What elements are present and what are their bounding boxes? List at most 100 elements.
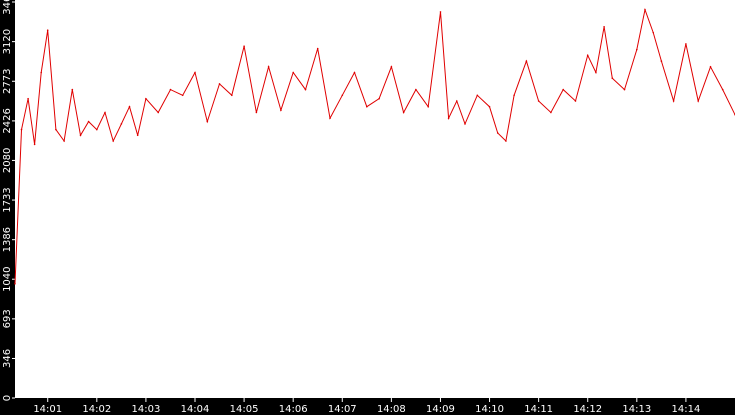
x-tick-label: 14:10 (475, 404, 504, 415)
y-tick-label: 0 (2, 395, 13, 401)
series-line (14, 7, 735, 284)
data-point (206, 120, 209, 123)
x-tick-label: 14:06 (279, 404, 308, 415)
data-point (267, 66, 270, 68)
data-point (145, 97, 147, 100)
data-point (280, 109, 282, 111)
data-point (574, 100, 577, 102)
y-tick-label: 1733 (2, 187, 13, 212)
data-point (415, 88, 417, 91)
data-point (427, 105, 430, 108)
data-point (231, 94, 233, 97)
x-axis-band (0, 398, 735, 415)
data-point (586, 54, 589, 57)
x-tick-label: 14:14 (671, 404, 700, 415)
y-axis-band (0, 0, 15, 400)
series-layer (14, 7, 735, 285)
data-point (292, 71, 295, 74)
x-tick-label: 14:12 (573, 404, 602, 415)
x-tick-label: 14:01 (33, 404, 62, 415)
data-point (255, 111, 258, 114)
data-point (194, 71, 196, 74)
x-tick-label: 14:02 (82, 404, 111, 415)
data-point (243, 45, 245, 47)
data-point (136, 134, 139, 137)
data-point (181, 94, 184, 97)
data-point (87, 120, 90, 123)
data-point (169, 88, 172, 91)
data-point (304, 88, 307, 91)
x-tick-label: 14:07 (328, 404, 357, 415)
data-point (660, 60, 663, 62)
data-point (316, 47, 319, 50)
data-point (611, 77, 614, 79)
data-point (112, 140, 114, 142)
x-tick-label: 14:11 (524, 404, 553, 415)
y-tick-label: 3467 (2, 0, 13, 15)
data-point (672, 100, 675, 102)
data-point (104, 111, 106, 114)
data-point (513, 94, 515, 97)
data-point (456, 100, 458, 102)
data-point (550, 111, 552, 114)
data-point (464, 123, 466, 125)
data-point (644, 8, 646, 11)
y-tick-label: 2773 (2, 69, 13, 94)
data-point (390, 66, 393, 68)
data-point (709, 66, 712, 68)
data-point (96, 128, 98, 131)
y-tick-label: 346 (2, 349, 13, 368)
x-tick-label: 14:09 (426, 404, 455, 415)
data-point (721, 88, 724, 91)
x-tick-label: 14:08 (377, 404, 406, 415)
data-point (505, 140, 507, 142)
data-point (652, 31, 654, 34)
y-tick-label: 1040 (2, 266, 13, 291)
data-point (63, 140, 65, 142)
data-point (341, 94, 344, 97)
y-tick-label: 3120 (2, 29, 13, 54)
data-point (378, 97, 380, 100)
data-point (157, 111, 159, 114)
data-point (697, 100, 699, 102)
x-tick-label: 14:05 (230, 404, 259, 415)
data-point (33, 143, 36, 146)
data-point (128, 105, 131, 108)
data-point (55, 128, 57, 131)
data-point (218, 83, 221, 85)
data-point (40, 71, 42, 74)
data-point (525, 60, 528, 62)
data-point (537, 100, 540, 102)
y-tick-label: 1386 (2, 227, 13, 252)
data-point (439, 11, 442, 13)
data-point (27, 97, 29, 100)
data-point (562, 88, 564, 91)
data-point (79, 134, 82, 137)
data-point (476, 94, 479, 97)
data-point (623, 88, 626, 91)
data-point (20, 128, 23, 131)
y-tick-label: 693 (2, 309, 13, 328)
y-axis: 0 346 693 1040 1386 1733 2080 2426 2773 3120 3467 (2, 0, 15, 401)
data-point (447, 117, 450, 119)
data-point (353, 71, 356, 74)
data-point (402, 111, 405, 114)
data-point (595, 71, 597, 74)
x-tick-label: 14:04 (181, 404, 210, 415)
data-point (71, 88, 74, 91)
y-tick-label: 2426 (2, 108, 13, 133)
data-point (685, 43, 687, 45)
data-point (329, 117, 331, 119)
data-point (496, 132, 499, 134)
data-point (488, 105, 491, 108)
x-tick-label: 14:13 (622, 404, 651, 415)
data-point (636, 48, 638, 51)
data-point (14, 283, 16, 285)
data-point (46, 29, 49, 32)
x-axis: 14:01 14:02 14:03 14:04 14:05 14:06 14:07 14:08… (33, 398, 700, 415)
data-point (366, 105, 368, 108)
y-tick-label: 2080 (2, 148, 13, 173)
x-tick-label: 14:03 (131, 404, 160, 415)
